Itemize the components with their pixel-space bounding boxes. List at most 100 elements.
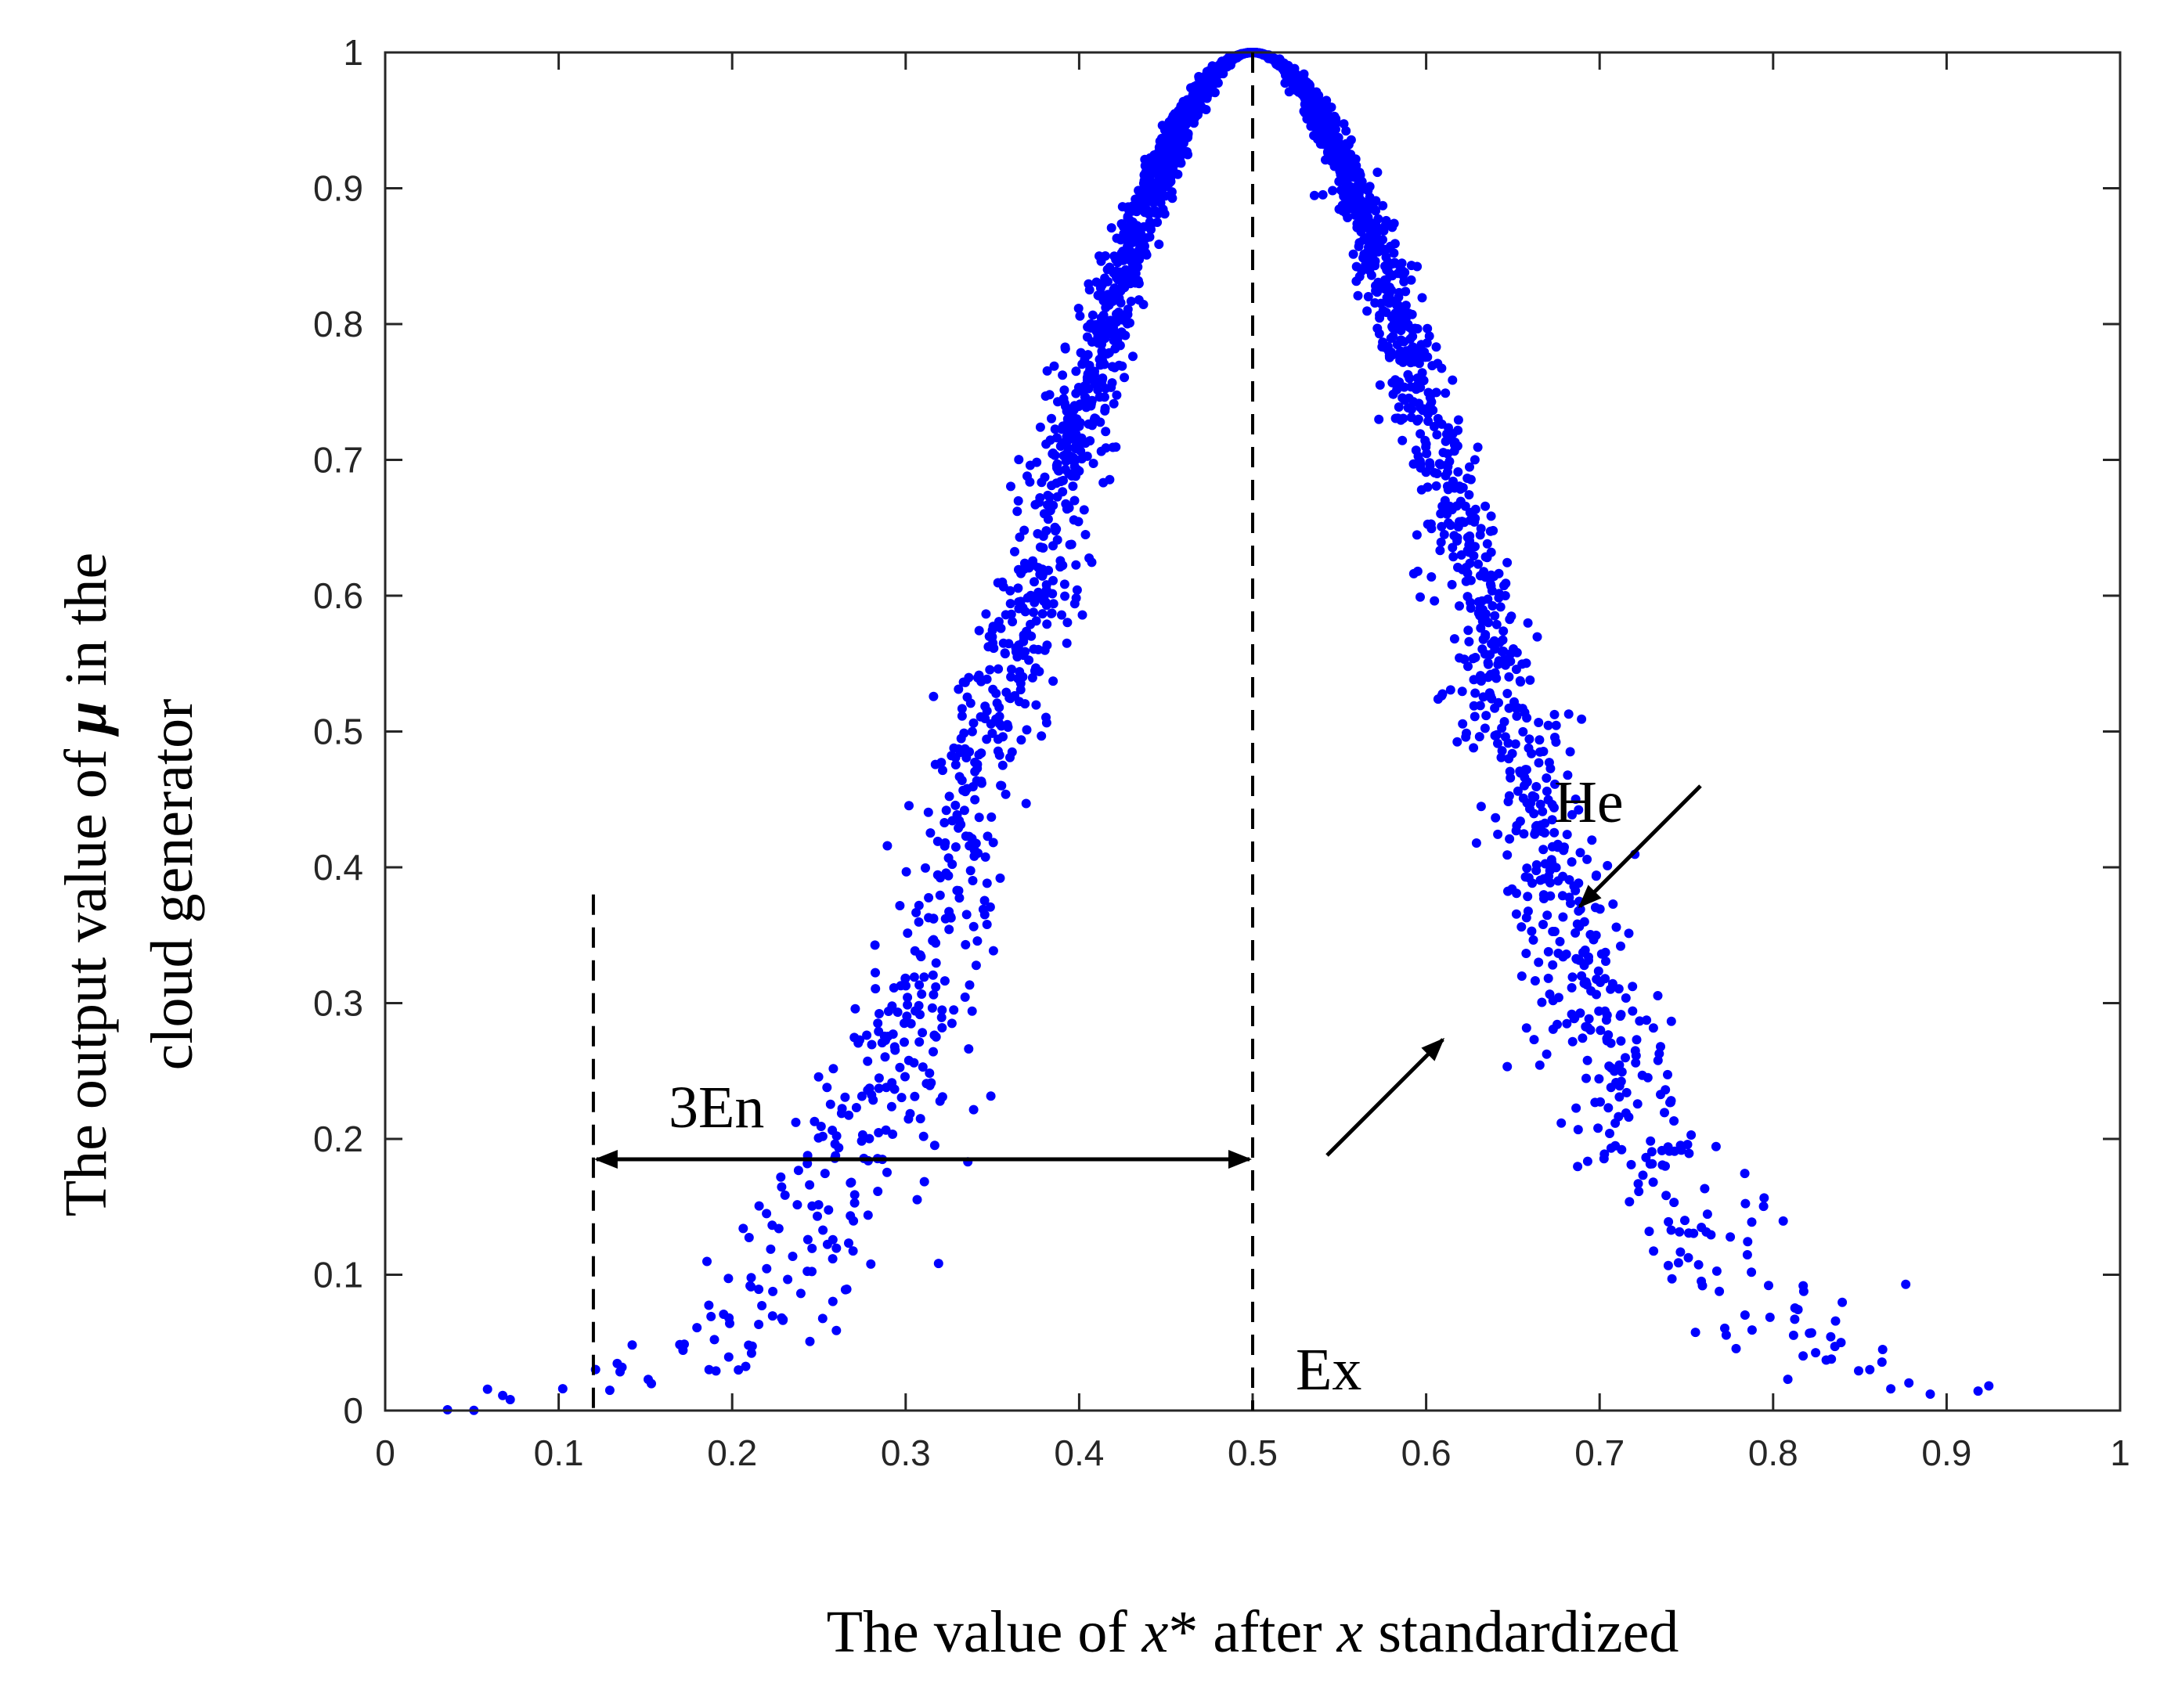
cloud-drop-point — [1482, 553, 1492, 563]
cloud-drop-point — [1365, 237, 1375, 247]
cloud-drop-point — [1394, 292, 1404, 302]
cloud-drop-point — [1680, 1216, 1690, 1226]
cloud-drop-point — [744, 1233, 754, 1242]
cloud-drop-point — [1116, 327, 1127, 337]
cloud-drop-point — [895, 1062, 905, 1072]
cloud-drop-point — [1062, 618, 1073, 628]
cloud-drop-point — [1663, 1069, 1672, 1079]
cloud-drop-point — [754, 1285, 764, 1295]
cloud-drop-point — [1183, 150, 1193, 160]
cloud-drop-point — [1084, 360, 1095, 370]
cloud-drop-point — [1465, 462, 1474, 472]
cloud-drop-point — [1384, 283, 1394, 292]
cloud-drop-point — [1854, 1366, 1863, 1376]
cloud-drop-point — [1228, 52, 1238, 62]
cloud-drop-point — [1547, 815, 1557, 825]
cloud-drop-point — [931, 982, 941, 992]
cloud-drop-point — [941, 805, 951, 816]
cloud-drop-point — [968, 921, 979, 931]
cloud-drop-point — [863, 1056, 873, 1066]
cloud-drop-point — [1693, 1259, 1704, 1270]
cloud-drop-point — [1063, 434, 1073, 445]
cloud-drop-point — [1049, 361, 1059, 371]
cloud-drop-point — [1125, 318, 1134, 328]
cloud-drop-point — [1398, 413, 1408, 423]
cloud-drop-point — [1512, 888, 1521, 899]
cloud-drop-point — [1031, 663, 1040, 673]
cloud-drop-point — [1079, 505, 1089, 515]
scatter-points — [442, 48, 1994, 1415]
cloud-drop-point — [997, 760, 1008, 770]
cloud-drop-point — [791, 1117, 801, 1127]
cloud-drop-point — [1192, 82, 1203, 92]
cloud-drop-point — [1551, 720, 1561, 730]
cloud-drop-point — [1621, 1108, 1631, 1118]
cloud-drop-point — [1029, 607, 1038, 618]
cloud-drop-point — [1470, 712, 1480, 722]
cloud-drop-point — [1405, 334, 1415, 344]
cloud-drop-point — [1550, 779, 1560, 789]
cloud-drop-point — [1071, 366, 1081, 377]
cloud-drop-point — [1798, 1286, 1809, 1296]
cloud-drop-point — [903, 928, 913, 939]
cloud-drop-point — [1037, 731, 1047, 741]
svg-text:cloud generator: cloud generator — [139, 699, 205, 1071]
cloud-drop-point — [1341, 189, 1351, 200]
cloud-drop-point — [968, 782, 978, 791]
cloud-drop-point — [912, 1195, 922, 1205]
cloud-drop-point — [1403, 319, 1413, 330]
cloud-drop-point — [950, 842, 961, 852]
cloud-drop-point — [1484, 659, 1493, 669]
cloud-drop-point — [1503, 886, 1513, 896]
cloud-drop-point — [1504, 672, 1514, 682]
cloud-drop-point — [1108, 442, 1118, 452]
cloud-drop-point — [1628, 1006, 1638, 1016]
cloud-drop-point — [848, 1246, 858, 1256]
cloud-drop-point — [1468, 654, 1478, 664]
cloud-drop-point — [1462, 474, 1473, 483]
cloud-drop-point — [783, 1274, 793, 1285]
cloud-drop-point — [1052, 433, 1062, 443]
cloud-drop-point — [1521, 913, 1531, 923]
cloud-drop-point — [1567, 857, 1577, 867]
cloud-drop-point — [1511, 909, 1521, 919]
cloud-drop-point — [1476, 524, 1486, 534]
cloud-drop-point — [1646, 1147, 1657, 1157]
cloud-drop-point — [961, 910, 972, 920]
y-tick-label: 0.3 — [313, 983, 363, 1024]
cloud-drop-point — [1711, 1266, 1722, 1276]
cloud-drop-point — [1531, 782, 1542, 791]
cloud-drop-point — [846, 1211, 856, 1221]
cloud-drop-point — [1624, 928, 1634, 939]
cloud-drop-point — [918, 1131, 929, 1141]
cloud-drop-point — [1901, 1279, 1911, 1289]
cloud-drop-point — [925, 1080, 935, 1090]
cloud-drop-point — [1765, 1312, 1775, 1322]
cloud-drop-point — [1396, 335, 1406, 345]
cloud-drop-point — [1455, 496, 1466, 506]
cloud-drop-point — [875, 1009, 884, 1018]
cloud-drop-point — [1374, 329, 1384, 339]
cloud-drop-point — [1826, 1331, 1836, 1342]
cloud-drop-point — [856, 1091, 867, 1101]
cloud-drop-point — [1041, 712, 1051, 722]
cloud-drop-point — [612, 1358, 622, 1368]
cloud-drop-point — [1534, 758, 1544, 768]
cloud-drop-point — [1759, 1193, 1769, 1203]
cloud-drop-point — [1341, 126, 1351, 136]
cloud-drop-point — [1646, 1136, 1656, 1146]
cloud-drop-point — [967, 1006, 977, 1016]
cloud-drop-point — [704, 1300, 714, 1310]
cloud-drop-point — [873, 1187, 883, 1196]
cloud-drop-point — [1463, 625, 1473, 636]
cloud-drop-point — [1101, 427, 1111, 437]
cloud-drop-point — [1538, 920, 1548, 929]
cloud-drop-point — [1042, 366, 1052, 376]
cloud-drop-point — [938, 766, 947, 776]
cloud-drop-point — [1047, 413, 1056, 423]
cloud-drop-point — [1098, 318, 1108, 328]
cloud-drop-point — [961, 753, 972, 762]
cloud-drop-point — [1474, 732, 1484, 742]
cloud-drop-point — [1711, 1141, 1721, 1151]
cloud-drop-point — [1109, 336, 1119, 345]
